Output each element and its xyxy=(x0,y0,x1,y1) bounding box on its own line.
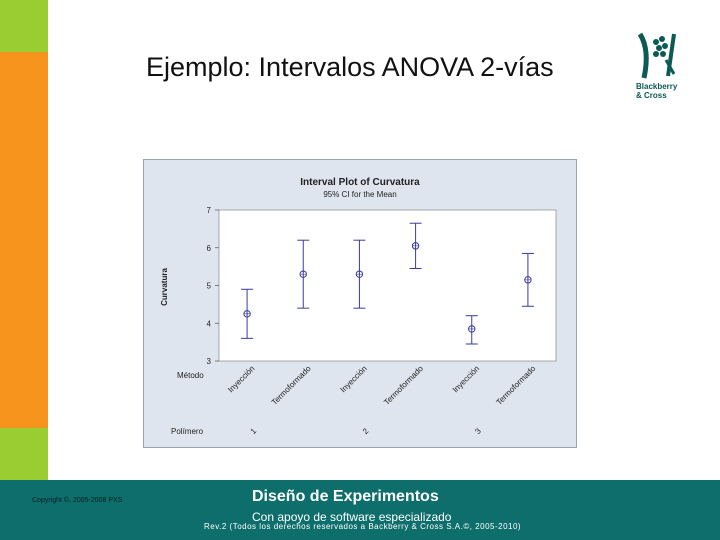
y-tick-label: 4 xyxy=(207,319,212,328)
method-label: Termoformado xyxy=(270,364,313,407)
decor-bar-green-top xyxy=(0,0,48,52)
blackberry-logo-icon xyxy=(637,32,676,79)
footer-revision: Rev.2 (Todos los derechos reservados a B… xyxy=(204,522,522,531)
interval-mark xyxy=(353,239,366,309)
decor-bar-green-bottom xyxy=(0,428,48,480)
footer: Copyright ©, 2005-2008 PXS Diseño de Exp… xyxy=(0,480,720,540)
interval-mark xyxy=(297,239,310,309)
method-label: Inyección xyxy=(339,364,369,394)
interval-mark xyxy=(465,315,478,345)
method-label: Termoformado xyxy=(382,364,425,407)
group-label: 1 xyxy=(249,426,259,436)
method-label: Termoformado xyxy=(494,364,537,407)
group-label: 2 xyxy=(361,426,371,436)
factor2-label: Polímero xyxy=(171,427,204,436)
interval-mark xyxy=(241,288,254,339)
method-label: Inyección xyxy=(451,364,481,394)
copyright-text: Copyright ©, 2005-2008 PXS xyxy=(32,497,123,504)
decor-bar-orange xyxy=(0,52,48,428)
y-tick-label: 3 xyxy=(207,357,212,366)
slide-title: Ejemplo: Intervalos ANOVA 2-vías xyxy=(146,52,554,82)
chart-subtitle: 95% CI for the Mean xyxy=(323,190,396,199)
x-axis-labels: Inyección Termoformado Inyección Termoforma… xyxy=(226,364,537,436)
logo-line1: Blackberry xyxy=(636,82,678,91)
plot-area xyxy=(218,209,557,362)
y-axis: 3 4 5 6 7 xyxy=(207,206,219,366)
y-tick-label: 7 xyxy=(207,206,212,215)
factor1-label: Método xyxy=(177,371,204,380)
y-tick-label: 6 xyxy=(207,244,212,253)
company-logo: Blackberry & Cross xyxy=(632,30,688,102)
interval-plot: Interval Plot of Curvatura 95% CI for th… xyxy=(143,159,577,448)
footer-subtitle: Con apoyo de software especializado xyxy=(252,510,452,524)
group-label: 3 xyxy=(473,426,483,436)
interval-mark xyxy=(521,252,534,307)
logo-line2: & Cross xyxy=(636,91,667,100)
mean-point xyxy=(299,270,307,278)
footer-title: Diseño de Experimentos xyxy=(252,488,439,505)
y-tick-label: 5 xyxy=(207,282,212,291)
logo-text: Blackberry & Cross xyxy=(636,82,677,100)
interval-mark xyxy=(409,222,422,270)
chart-title: Interval Plot of Curvatura xyxy=(300,177,420,188)
chart-canvas: Interval Plot of Curvatura 95% CI for th… xyxy=(160,177,557,436)
method-label: Inyección xyxy=(226,364,256,394)
chart-marks xyxy=(241,222,534,345)
y-axis-label: Curvatura xyxy=(160,268,169,306)
